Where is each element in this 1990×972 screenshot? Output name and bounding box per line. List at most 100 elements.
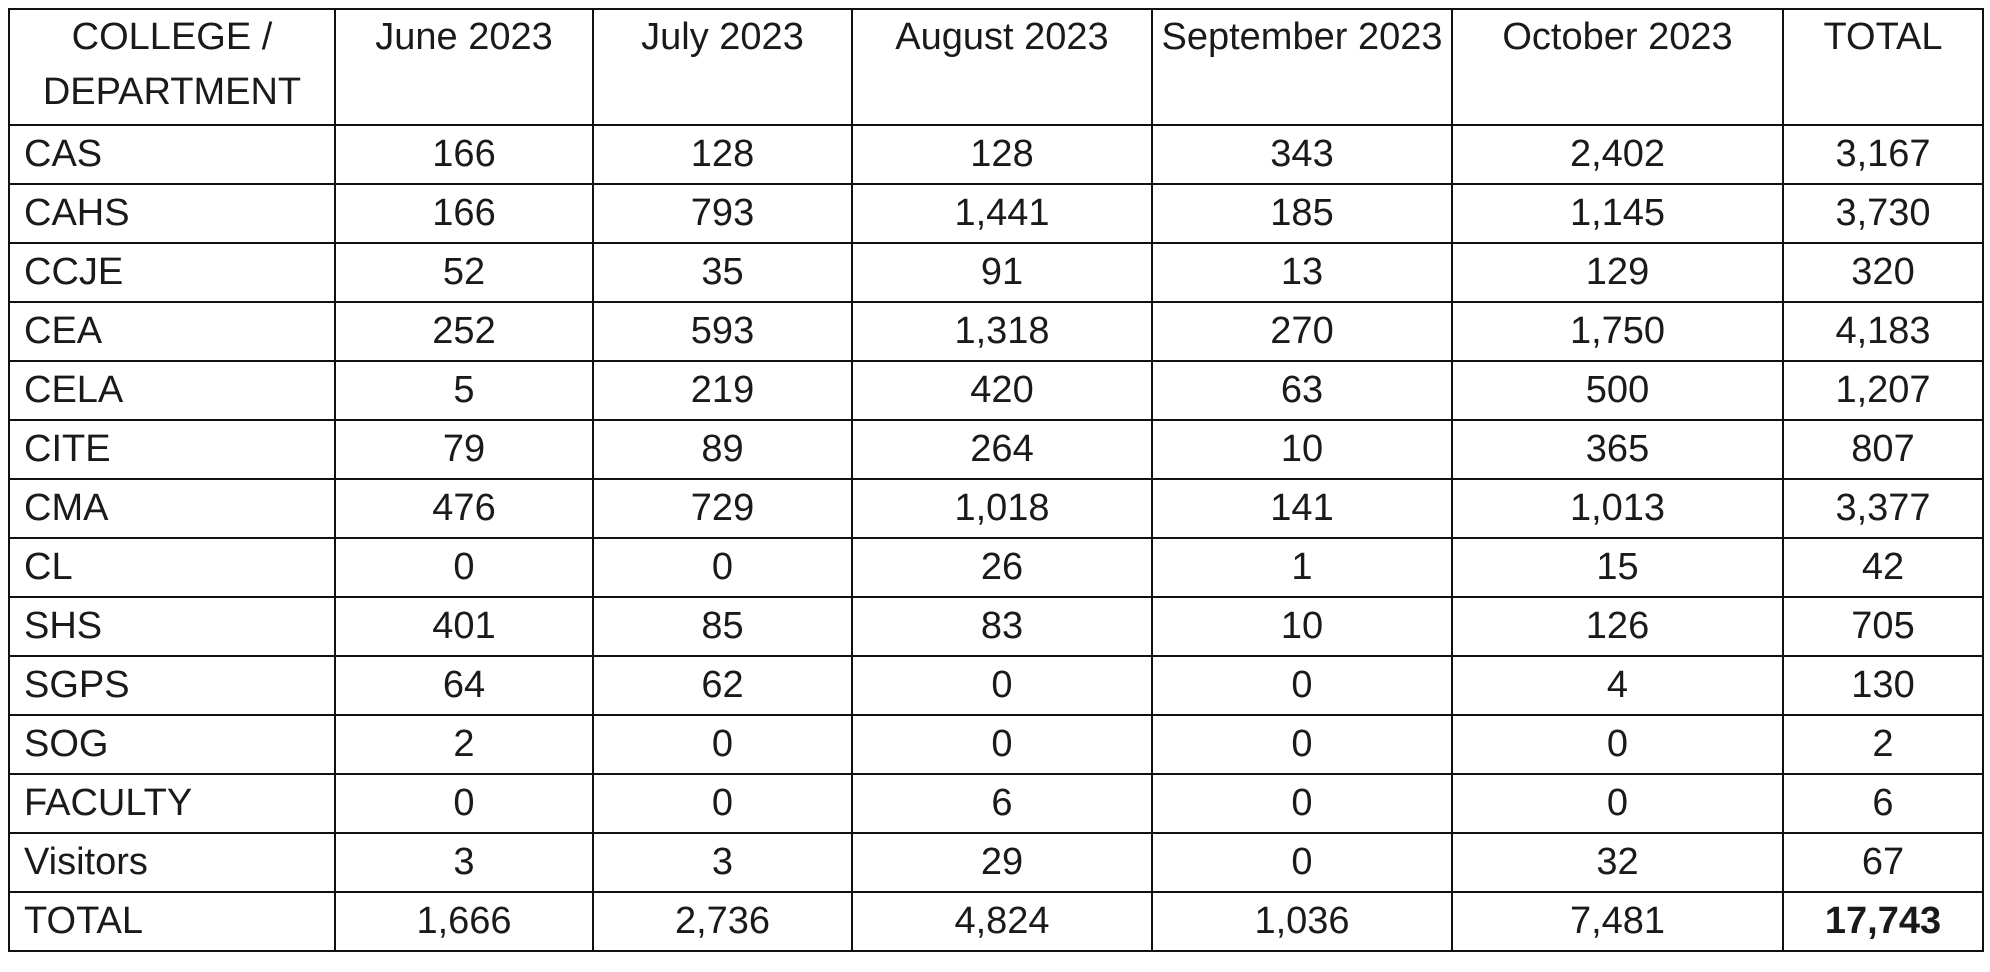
cell-july: 89 bbox=[592, 419, 853, 480]
cell-june: 166 bbox=[334, 124, 594, 185]
header-august-2023: August 2023 bbox=[851, 8, 1153, 126]
cell-total: 320 bbox=[1782, 242, 1984, 303]
cell-august: 29 bbox=[851, 832, 1153, 893]
total-september: 1,036 bbox=[1151, 891, 1453, 952]
cell-total: 67 bbox=[1782, 832, 1984, 893]
cell-october: 4 bbox=[1451, 655, 1784, 716]
cell-october: 1,145 bbox=[1451, 183, 1784, 244]
cell-august: 6 bbox=[851, 773, 1153, 834]
cell-july: 0 bbox=[592, 714, 853, 775]
department-name: CEA bbox=[8, 301, 336, 362]
table-row: CEA 252 593 1,318 270 1,750 4,183 bbox=[8, 301, 1984, 362]
table-row: SOG 2 0 0 0 0 2 bbox=[8, 714, 1984, 775]
cell-august: 26 bbox=[851, 537, 1153, 598]
table-row: FACULTY 0 0 6 0 0 6 bbox=[8, 773, 1984, 834]
cell-august: 0 bbox=[851, 655, 1153, 716]
cell-september: 0 bbox=[1151, 832, 1453, 893]
cell-september: 10 bbox=[1151, 419, 1453, 480]
cell-august: 128 bbox=[851, 124, 1153, 185]
cell-june: 64 bbox=[334, 655, 594, 716]
cell-june: 252 bbox=[334, 301, 594, 362]
table-row: Visitors 3 3 29 0 32 67 bbox=[8, 832, 1984, 893]
header-july-2023: July 2023 bbox=[592, 8, 853, 126]
cell-october: 1,750 bbox=[1451, 301, 1784, 362]
cell-june: 3 bbox=[334, 832, 594, 893]
cell-september: 13 bbox=[1151, 242, 1453, 303]
cell-june: 476 bbox=[334, 478, 594, 539]
cell-june: 2 bbox=[334, 714, 594, 775]
department-monthly-table: COLLEGE / DEPARTMENT June 2023 July 2023… bbox=[8, 8, 1984, 952]
cell-july: 85 bbox=[592, 596, 853, 657]
cell-september: 0 bbox=[1151, 655, 1453, 716]
cell-august: 1,318 bbox=[851, 301, 1153, 362]
department-name: CL bbox=[8, 537, 336, 598]
table-row: SGPS 64 62 0 0 4 130 bbox=[8, 655, 1984, 716]
table-row: CMA 476 729 1,018 141 1,013 3,377 bbox=[8, 478, 1984, 539]
department-name: SGPS bbox=[8, 655, 336, 716]
cell-september: 10 bbox=[1151, 596, 1453, 657]
cell-october: 1,013 bbox=[1451, 478, 1784, 539]
cell-total: 3,377 bbox=[1782, 478, 1984, 539]
total-july: 2,736 bbox=[592, 891, 853, 952]
cell-september: 343 bbox=[1151, 124, 1453, 185]
cell-september: 141 bbox=[1151, 478, 1453, 539]
cell-september: 270 bbox=[1151, 301, 1453, 362]
header-june-2023: June 2023 bbox=[334, 8, 594, 126]
header-college-department: COLLEGE / DEPARTMENT bbox=[8, 8, 336, 126]
cell-august: 91 bbox=[851, 242, 1153, 303]
cell-october: 0 bbox=[1451, 773, 1784, 834]
cell-august: 420 bbox=[851, 360, 1153, 421]
table-row: SHS 401 85 83 10 126 705 bbox=[8, 596, 1984, 657]
cell-october: 126 bbox=[1451, 596, 1784, 657]
cell-july: 3 bbox=[592, 832, 853, 893]
cell-july: 219 bbox=[592, 360, 853, 421]
cell-june: 79 bbox=[334, 419, 594, 480]
cell-july: 128 bbox=[592, 124, 853, 185]
total-october: 7,481 bbox=[1451, 891, 1784, 952]
cell-september: 185 bbox=[1151, 183, 1453, 244]
department-name: CELA bbox=[8, 360, 336, 421]
cell-total: 4,183 bbox=[1782, 301, 1984, 362]
totals-label: TOTAL bbox=[8, 891, 336, 952]
department-name: SHS bbox=[8, 596, 336, 657]
cell-july: 62 bbox=[592, 655, 853, 716]
cell-june: 5 bbox=[334, 360, 594, 421]
header-total: TOTAL bbox=[1782, 8, 1984, 126]
cell-july: 0 bbox=[592, 537, 853, 598]
cell-september: 0 bbox=[1151, 773, 1453, 834]
cell-total: 3,730 bbox=[1782, 183, 1984, 244]
cell-october: 0 bbox=[1451, 714, 1784, 775]
cell-september: 1 bbox=[1151, 537, 1453, 598]
table-row: CAS 166 128 128 343 2,402 3,167 bbox=[8, 124, 1984, 185]
department-name: CAHS bbox=[8, 183, 336, 244]
table-row: CL 0 0 26 1 15 42 bbox=[8, 537, 1984, 598]
cell-june: 0 bbox=[334, 773, 594, 834]
department-name: CAS bbox=[8, 124, 336, 185]
table-row: CELA 5 219 420 63 500 1,207 bbox=[8, 360, 1984, 421]
cell-october: 32 bbox=[1451, 832, 1784, 893]
cell-september: 0 bbox=[1151, 714, 1453, 775]
department-name: CMA bbox=[8, 478, 336, 539]
cell-june: 166 bbox=[334, 183, 594, 244]
table-row: CAHS 166 793 1,441 185 1,145 3,730 bbox=[8, 183, 1984, 244]
department-name: SOG bbox=[8, 714, 336, 775]
total-june: 1,666 bbox=[334, 891, 594, 952]
table-row: CITE 79 89 264 10 365 807 bbox=[8, 419, 1984, 480]
cell-october: 15 bbox=[1451, 537, 1784, 598]
cell-total: 807 bbox=[1782, 419, 1984, 480]
cell-july: 0 bbox=[592, 773, 853, 834]
header-september-2023: September 2023 bbox=[1151, 8, 1453, 126]
grand-total: 17,743 bbox=[1782, 891, 1984, 952]
department-name: FACULTY bbox=[8, 773, 336, 834]
cell-june: 401 bbox=[334, 596, 594, 657]
cell-july: 793 bbox=[592, 183, 853, 244]
cell-total: 130 bbox=[1782, 655, 1984, 716]
department-name: Visitors bbox=[8, 832, 336, 893]
totals-row: TOTAL 1,666 2,736 4,824 1,036 7,481 17,7… bbox=[8, 891, 1984, 952]
table-body: CAS 166 128 128 343 2,402 3,167 CAHS 166 793 1,441… bbox=[8, 124, 1984, 893]
cell-total: 1,207 bbox=[1782, 360, 1984, 421]
cell-july: 35 bbox=[592, 242, 853, 303]
table-row: CCJE 52 35 91 13 129 320 bbox=[8, 242, 1984, 303]
cell-august: 1,441 bbox=[851, 183, 1153, 244]
cell-october: 365 bbox=[1451, 419, 1784, 480]
